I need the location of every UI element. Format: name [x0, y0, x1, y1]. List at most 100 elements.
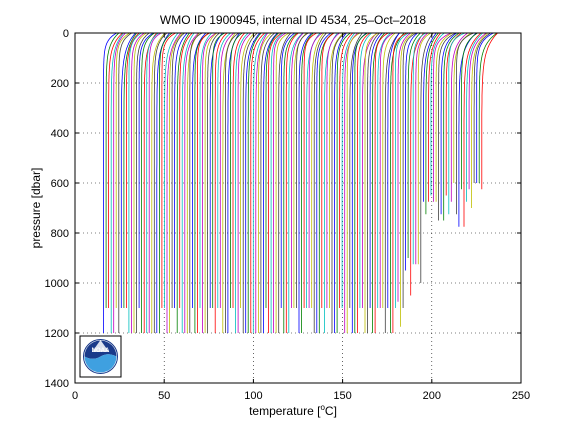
profile-line: [318, 32, 334, 333]
profile-line: [313, 32, 327, 333]
profile-line: [260, 32, 275, 333]
profile-line: [387, 32, 400, 308]
plot-area-frame: [74, 32, 522, 384]
profile-line: [275, 32, 290, 333]
profile-line: [197, 32, 210, 333]
profile-line: [232, 32, 245, 308]
profile-line: [115, 32, 130, 308]
profile-line: [341, 32, 356, 308]
profile-line: [344, 32, 358, 333]
profile-line: [151, 32, 166, 333]
profile-line: [131, 32, 145, 333]
profile-line: [113, 32, 126, 333]
y-tick-label: 800: [51, 228, 69, 240]
profile-line: [204, 32, 218, 333]
x-tick-label: 200: [423, 390, 441, 402]
profile-line: [265, 32, 279, 308]
y-tick-label: 0: [63, 28, 69, 40]
profile-line: [443, 32, 460, 221]
profile-line: [245, 32, 261, 333]
profile-line: [473, 32, 491, 183]
profile-line: [306, 32, 321, 308]
profile-line: [466, 32, 483, 202]
profile-line: [176, 32, 190, 333]
profile-line: [412, 32, 427, 265]
profile-line: [191, 32, 207, 308]
profile-line: [394, 32, 409, 308]
profile-line: [329, 32, 344, 308]
profile-line: [425, 32, 439, 215]
profile-line: [362, 32, 377, 308]
x-tick-label: 250: [512, 390, 530, 402]
profile-line: [311, 32, 325, 308]
profile-line: [237, 32, 252, 333]
profile-line: [169, 32, 184, 333]
profile-line: [303, 32, 317, 308]
profile-line: [455, 32, 474, 215]
profile-line: [148, 32, 162, 333]
profile-line: [126, 32, 140, 308]
profile-line: [334, 32, 347, 333]
profile-line: [283, 32, 298, 333]
profile-line: [240, 32, 255, 308]
profile-line: [448, 32, 465, 215]
axis-ticks: 0 50 100 150 200 250 0 200 400 600 800 1000 1200 1400: [45, 28, 531, 402]
x-tick-label: 100: [244, 390, 262, 402]
profile-line: [153, 32, 168, 333]
profile-line: [184, 32, 199, 333]
profile-line: [384, 32, 400, 333]
profile-line: [219, 32, 235, 308]
profile-line: [235, 32, 249, 333]
profile-line: [296, 32, 309, 308]
profile-line: [136, 32, 150, 333]
profile-line: [422, 32, 437, 202]
profile-line: [478, 32, 498, 183]
svg-text:NOAA: NOAA: [92, 348, 110, 354]
profile-line: [247, 32, 262, 333]
profile-line: [128, 32, 142, 333]
x-tick-label: 50: [158, 390, 170, 402]
profile-line: [120, 32, 136, 308]
profile-line: [257, 32, 272, 333]
profile-line: [308, 32, 323, 308]
profile-line: [392, 32, 408, 333]
profile-line: [367, 32, 380, 333]
profile-line: [290, 32, 304, 308]
profile-line: [255, 32, 268, 333]
profile-line: [321, 32, 335, 308]
y-tick-label: 1200: [45, 328, 69, 340]
profile-line: [326, 32, 340, 308]
profile-line: [481, 32, 498, 190]
profile-line: [349, 32, 363, 308]
profile-line: [382, 32, 396, 308]
profile-line: [252, 32, 267, 333]
profile-series: [103, 32, 498, 333]
profile-line: [123, 32, 137, 308]
profile-line: [273, 32, 287, 333]
profile-line: [268, 32, 283, 333]
profile-line: [438, 32, 456, 221]
profile-line: [202, 32, 217, 333]
profile-line: [417, 32, 432, 265]
x-tick-label: 0: [72, 390, 78, 402]
y-tick-label: 1400: [45, 378, 69, 390]
profile-line: [415, 32, 428, 265]
profile-line: [331, 32, 346, 333]
x-tick-label: 150: [333, 390, 351, 402]
profile-line: [263, 32, 278, 333]
profile-line: [458, 32, 477, 227]
profile-line: [427, 32, 442, 202]
x-axis-label: temperature [oC]: [249, 403, 337, 418]
profile-line: [270, 32, 284, 333]
profile-line: [339, 32, 353, 308]
noaa-logo: NOAA: [79, 335, 122, 378]
profile-line: [224, 32, 239, 333]
profile-line: [217, 32, 231, 308]
profile-line: [118, 32, 132, 333]
profile-line: [397, 32, 411, 302]
profile-line: [471, 32, 488, 208]
profile-line: [194, 32, 210, 333]
profile-line: [359, 32, 372, 308]
profile-line: [336, 32, 351, 333]
